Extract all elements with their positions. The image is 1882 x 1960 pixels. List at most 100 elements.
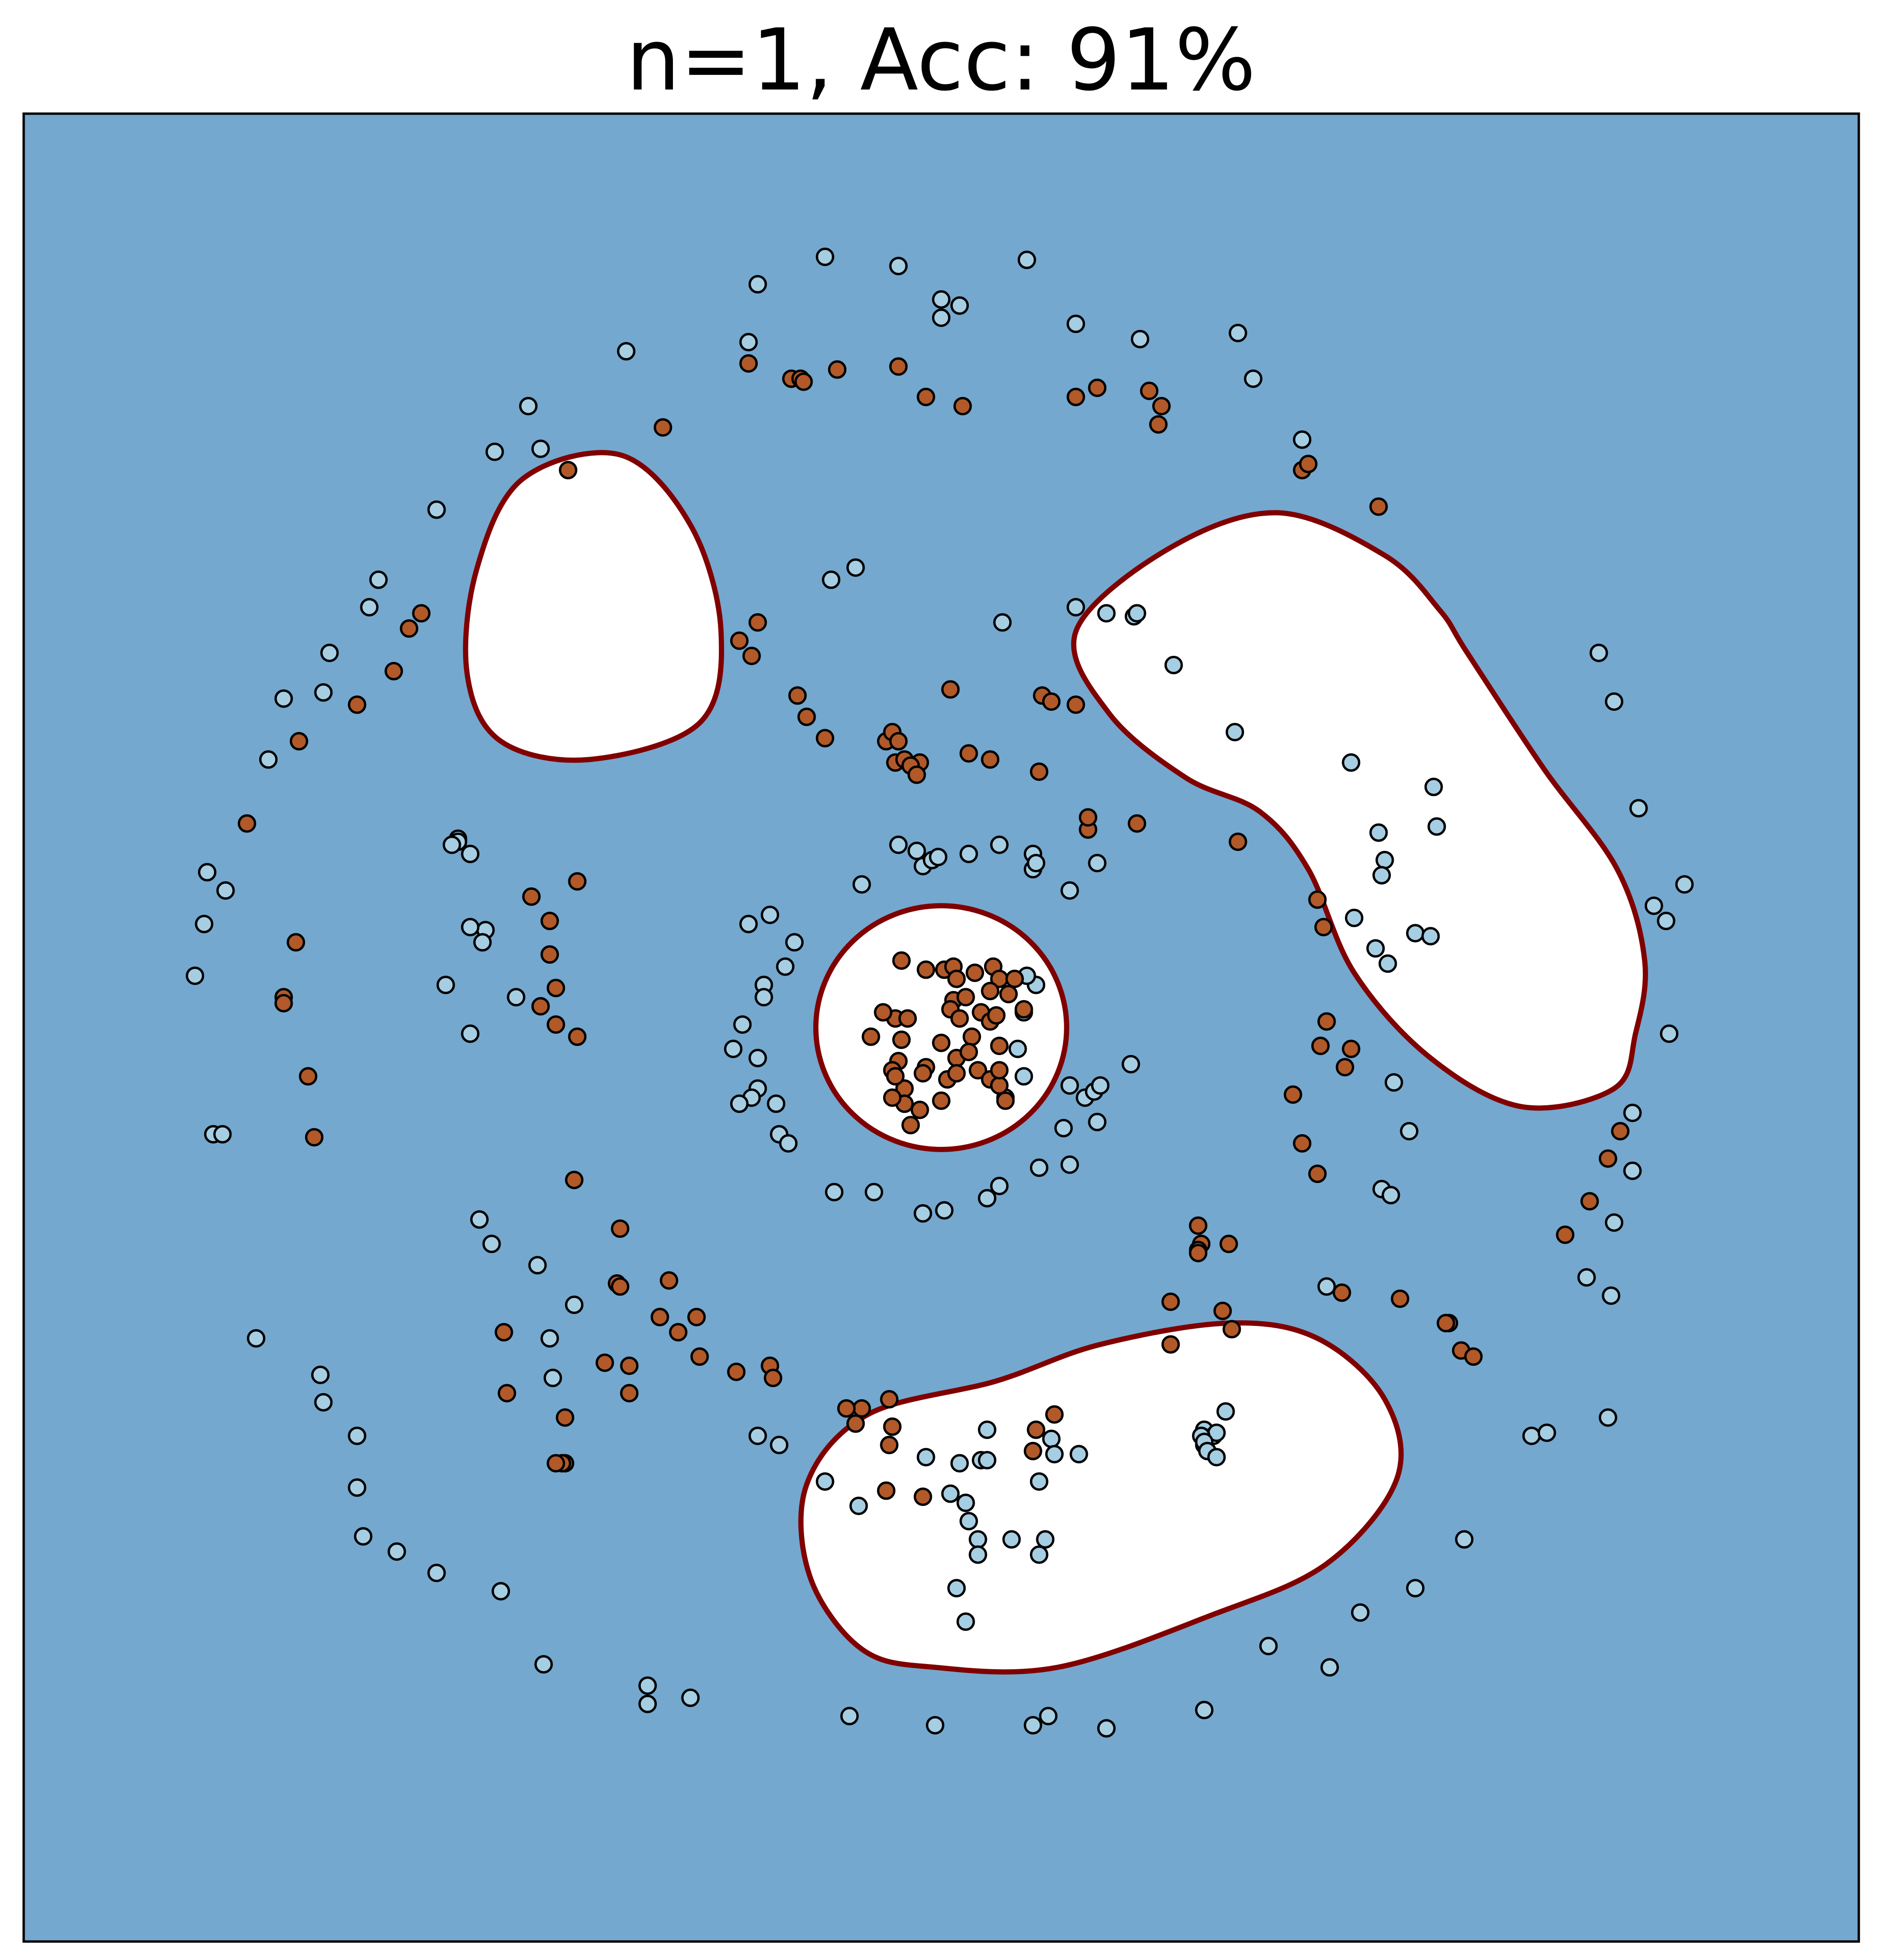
data-point-dark — [1611, 1122, 1630, 1141]
data-point-dark — [1213, 1301, 1232, 1320]
data-point-light — [1060, 1076, 1079, 1095]
data-point-dark — [730, 631, 749, 650]
data-point-light — [1378, 954, 1397, 973]
data-point-light — [681, 1688, 700, 1707]
data-point-dark — [1580, 1192, 1599, 1211]
data-point-light — [950, 1454, 969, 1473]
data-point-dark — [650, 1307, 669, 1326]
data-point-dark — [595, 1353, 614, 1372]
data-point-dark — [238, 814, 256, 833]
data-point-light — [1042, 1430, 1061, 1448]
data-point-light — [849, 1496, 868, 1515]
data-point-dark — [348, 695, 367, 714]
data-point-light — [977, 1420, 996, 1439]
data-point-light — [638, 1694, 657, 1713]
data-point-light — [360, 598, 379, 617]
data-point-light — [907, 841, 926, 860]
data-point-dark — [385, 662, 403, 680]
data-point-dark — [947, 969, 966, 988]
data-point-light — [247, 1329, 266, 1348]
data-point-dark — [540, 912, 559, 931]
data-point-light — [840, 1707, 859, 1726]
data-point-dark — [287, 933, 305, 952]
data-point-light — [748, 1426, 767, 1445]
data-point-dark — [727, 1362, 746, 1381]
data-point-light — [993, 613, 1012, 632]
data-point-light — [274, 689, 293, 708]
data-point-light — [259, 750, 278, 769]
data-point-dark — [966, 963, 984, 982]
data-point-light — [825, 1182, 843, 1201]
data-point-dark — [1333, 1283, 1351, 1302]
data-point-light — [770, 1435, 789, 1454]
data-point-dark — [932, 1033, 950, 1052]
data-point-light — [822, 570, 841, 589]
data-point-light — [1320, 1658, 1339, 1677]
data-point-light — [1406, 924, 1425, 943]
data-point-dark — [1027, 1420, 1046, 1439]
data-point-dark — [901, 1116, 920, 1135]
data-point-dark — [916, 960, 935, 979]
data-point-light — [1097, 1719, 1116, 1738]
data-point-light — [348, 1426, 367, 1445]
data-point-light — [730, 1094, 749, 1113]
data-point-light — [748, 275, 767, 294]
data-point-dark — [610, 1219, 629, 1238]
decision-region-1 — [813, 903, 1069, 1152]
data-point-dark — [1317, 1012, 1336, 1031]
data-point-light — [889, 835, 908, 854]
data-point-light — [932, 290, 950, 309]
data-point-dark — [1140, 381, 1159, 400]
data-point-light — [543, 1369, 562, 1387]
data-point-light — [531, 439, 550, 458]
data-point-light — [1372, 866, 1391, 885]
data-point-light — [461, 1024, 480, 1043]
data-point-dark — [990, 1076, 1009, 1095]
data-point-dark — [947, 1064, 966, 1083]
data-point-dark — [1079, 808, 1097, 827]
data-point-dark — [522, 887, 541, 906]
data-point-dark — [1228, 832, 1247, 851]
data-point-light — [470, 1210, 489, 1229]
data-point-dark — [610, 1277, 629, 1296]
data-point-dark — [568, 1027, 587, 1046]
data-point-dark — [996, 1091, 1015, 1110]
data-point-dark — [907, 765, 926, 784]
data-point-light — [1066, 598, 1085, 617]
data-point-dark — [837, 1399, 856, 1418]
data-point-light — [1030, 1158, 1049, 1177]
data-point-light — [473, 933, 492, 952]
data-point-light — [387, 1542, 406, 1561]
data-point-light — [436, 976, 455, 994]
data-point-light — [320, 644, 339, 662]
data-point-dark — [962, 1027, 981, 1046]
data-point-light — [1604, 1213, 1623, 1232]
data-point-light — [1207, 1448, 1226, 1467]
data-point-dark — [305, 1128, 323, 1147]
data-point-dark — [1189, 1244, 1208, 1262]
data-point-light — [1088, 1112, 1107, 1131]
data-point-dark — [1149, 415, 1168, 434]
data-point-dark — [1161, 1335, 1180, 1354]
data-point-light — [1455, 1530, 1474, 1549]
data-point-light — [733, 1015, 752, 1034]
data-point-light — [1039, 1707, 1058, 1726]
data-point-light — [482, 1235, 501, 1253]
data-point-light — [968, 1545, 987, 1564]
data-point-dark — [547, 1015, 565, 1034]
data-point-dark — [968, 1061, 987, 1080]
data-point-light — [1030, 1545, 1049, 1564]
data-point-light — [1644, 896, 1663, 915]
data-point-dark — [1219, 1235, 1238, 1253]
data-point-dark — [531, 997, 550, 1016]
data-point-light — [348, 1478, 367, 1497]
data-point-light — [959, 844, 978, 863]
data-point-light — [1017, 251, 1036, 269]
data-point-light — [1602, 1286, 1621, 1305]
data-point-light — [1195, 1700, 1214, 1719]
data-point-dark — [898, 1009, 917, 1028]
data-point-light — [492, 1582, 510, 1601]
data-point-light — [1244, 369, 1263, 388]
data-point-dark — [1314, 918, 1333, 937]
data-point-light — [534, 1655, 553, 1674]
